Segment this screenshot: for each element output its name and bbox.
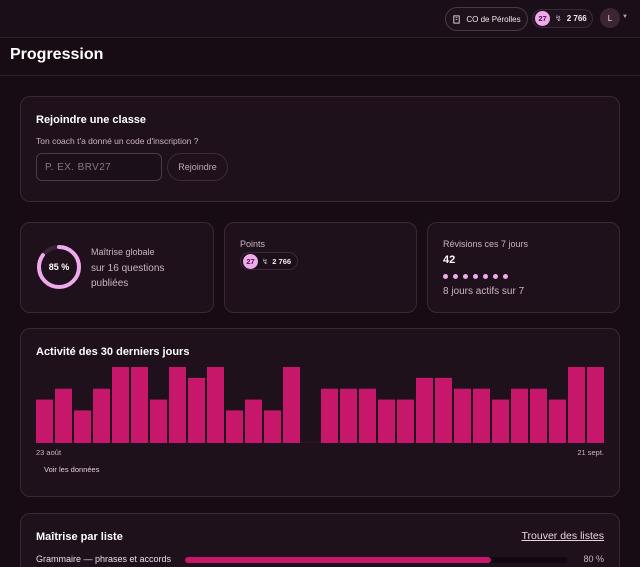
- activity-bar: [359, 388, 376, 443]
- active-days-dots: [443, 274, 508, 279]
- active-day-dot: [483, 274, 488, 279]
- active-day-dot: [503, 274, 508, 279]
- active-day-dot: [453, 274, 458, 279]
- bolt-icon: ↯: [555, 14, 562, 23]
- list-item-label: Grammaire — phrases et accords: [36, 554, 172, 564]
- activity-bar: [131, 367, 148, 443]
- building-icon: [453, 14, 461, 24]
- page-header: [0, 38, 640, 76]
- activity-bar-chart: [36, 367, 606, 443]
- lists-card: Maîtrise par liste Trouver des listes Gr…: [20, 513, 620, 567]
- mastery-description: sur 16 questions publiées: [91, 263, 165, 289]
- activity-bar: [36, 399, 53, 443]
- activity-bar: [150, 399, 167, 443]
- school-label: CO de Pérolles: [466, 14, 521, 24]
- activity-bar: [435, 377, 452, 443]
- activity-bar: [55, 388, 72, 443]
- bolt-icon: ↯: [262, 256, 269, 266]
- activity-bar: [74, 410, 91, 443]
- join-class-card: Rejoindre une classe Ton coach t'a donné…: [20, 96, 620, 202]
- activity-bar: [511, 388, 528, 443]
- revisions-summary: 8 jours actifs sur 7: [443, 286, 525, 297]
- points-pill[interactable]: 27 ↯ 2 766: [532, 9, 593, 28]
- activity-bar: [321, 388, 338, 443]
- points-value: 2 766: [566, 14, 587, 23]
- active-day-dot: [463, 274, 468, 279]
- list-progress-fill: [185, 557, 491, 563]
- activity-bar: [169, 367, 186, 443]
- activity-bar: [378, 399, 395, 443]
- revisions-card: Révisions ces 7 jours 42 8 jours actifs …: [427, 222, 620, 313]
- find-lists-link[interactable]: Trouver des listes: [521, 530, 604, 542]
- active-day-dot: [493, 274, 498, 279]
- chart-end-label: 21 sept.: [577, 448, 604, 457]
- activity-bar: [283, 367, 300, 443]
- activity-card: Activité des 30 derniers jours 23 août 2…: [20, 328, 620, 497]
- points-card-value: 2 766: [272, 256, 292, 266]
- activity-bar: [416, 377, 433, 443]
- chart-start-label: 23 août: [36, 448, 62, 457]
- activity-bar: [397, 399, 414, 443]
- mastery-label: Maîtrise globale: [91, 247, 155, 257]
- page-title: Progression: [10, 46, 104, 63]
- join-class-title: Rejoindre une classe: [36, 114, 147, 126]
- activity-bar: [226, 410, 243, 443]
- level-badge: 27: [243, 253, 258, 269]
- revisions-count: 42: [443, 254, 456, 266]
- activity-bar: [492, 399, 509, 443]
- activity-bar: [302, 441, 319, 443]
- activity-bar: [340, 388, 357, 443]
- activity-title: Activité des 30 derniers jours: [36, 346, 190, 358]
- points-card: Points 27 ↯ 2 766: [224, 222, 417, 313]
- activity-bar: [245, 399, 262, 443]
- mastery-card: 85 % Maîtrise globale sur 16 questions p…: [20, 222, 214, 313]
- activity-bar: [112, 367, 129, 443]
- list-progress-track: [185, 557, 567, 563]
- list-item-percent: 80 %: [583, 554, 604, 564]
- activity-bar: [568, 367, 585, 443]
- points-card-pill: 27 ↯ 2 766: [240, 252, 298, 270]
- activity-bar: [549, 399, 566, 443]
- view-data-link[interactable]: Voir les données: [44, 465, 100, 474]
- level-badge: 27: [535, 11, 550, 26]
- points-label: Points: [240, 239, 266, 249]
- active-day-dot: [443, 274, 448, 279]
- activity-bar: [207, 367, 224, 443]
- class-code-input[interactable]: [36, 153, 162, 181]
- activity-bar: [473, 388, 490, 443]
- active-day-dot: [473, 274, 478, 279]
- mastery-percent: 85 %: [48, 262, 70, 272]
- activity-bar: [264, 410, 281, 443]
- chevron-down-icon[interactable]: ▼: [622, 14, 628, 20]
- avatar[interactable]: L: [600, 8, 620, 28]
- join-button[interactable]: Rejoindre: [167, 153, 228, 181]
- activity-bar: [530, 388, 547, 443]
- school-button[interactable]: CO de Pérolles: [445, 7, 528, 31]
- activity-bar: [454, 388, 471, 443]
- join-class-subtitle: Ton coach t'a donné un code d'inscriptio…: [36, 136, 199, 146]
- lists-title: Maîtrise par liste: [36, 531, 123, 543]
- activity-bar: [587, 367, 604, 443]
- activity-bar: [188, 377, 205, 443]
- mastery-ring: [37, 245, 81, 289]
- activity-bar: [93, 388, 110, 443]
- revisions-label: Révisions ces 7 jours: [443, 239, 529, 249]
